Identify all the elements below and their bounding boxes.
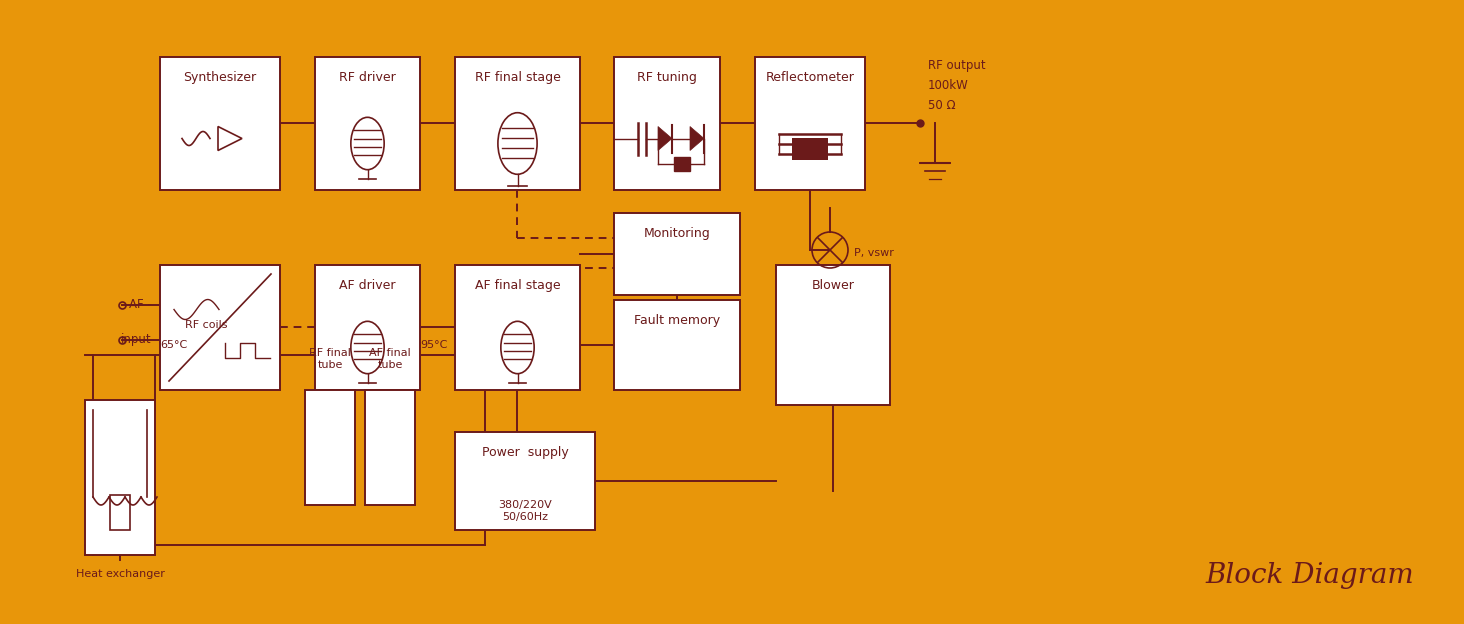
Text: 65°C: 65°C — [160, 340, 187, 350]
Text: Monitoring: Monitoring — [644, 227, 710, 240]
Text: RF tuning: RF tuning — [637, 71, 697, 84]
Text: RF output: RF output — [928, 59, 985, 72]
Text: Blower: Blower — [811, 279, 855, 292]
Bar — [613, 57, 720, 190]
Text: Fault memory: Fault memory — [634, 314, 720, 327]
Text: AF final stage: AF final stage — [474, 279, 561, 292]
Text: Synthesizer: Synthesizer — [183, 71, 256, 84]
Bar — [110, 495, 130, 530]
Bar — [305, 390, 354, 505]
Text: Heat exchanger: Heat exchanger — [76, 569, 164, 579]
Polygon shape — [657, 127, 672, 150]
Text: AF driver: AF driver — [340, 279, 395, 292]
Text: RF final
tube: RF final tube — [309, 348, 351, 370]
Bar — [776, 265, 890, 405]
Text: 95°C: 95°C — [420, 340, 448, 350]
Bar — [160, 265, 280, 390]
Bar — [455, 265, 580, 390]
Text: 100kW: 100kW — [928, 79, 969, 92]
Bar — [613, 213, 739, 295]
Text: Power  supply: Power supply — [482, 446, 568, 459]
Text: RF coils: RF coils — [184, 320, 227, 330]
Text: 50 Ω: 50 Ω — [928, 99, 956, 112]
Bar — [792, 137, 829, 160]
Text: RF final stage: RF final stage — [474, 71, 561, 84]
Text: AF final
tube: AF final tube — [369, 348, 411, 370]
Bar — [613, 300, 739, 390]
Bar — [160, 57, 280, 190]
Bar — [455, 432, 594, 530]
Text: Reflectometer: Reflectometer — [766, 71, 855, 84]
Text: AF -: AF - — [129, 298, 152, 311]
Bar — [365, 390, 414, 505]
Text: Block Diagram: Block Diagram — [1205, 562, 1414, 589]
Polygon shape — [690, 127, 704, 150]
Bar — [315, 57, 420, 190]
Bar — [755, 57, 865, 190]
Bar — [673, 157, 690, 170]
Text: RF driver: RF driver — [340, 71, 395, 84]
Text: 380/220V
50/60Hz: 380/220V 50/60Hz — [498, 500, 552, 522]
Text: P, vswr: P, vswr — [854, 248, 895, 258]
Text: input: input — [122, 333, 152, 346]
Bar — [315, 265, 420, 390]
Bar — [455, 57, 580, 190]
Bar — [85, 400, 155, 555]
